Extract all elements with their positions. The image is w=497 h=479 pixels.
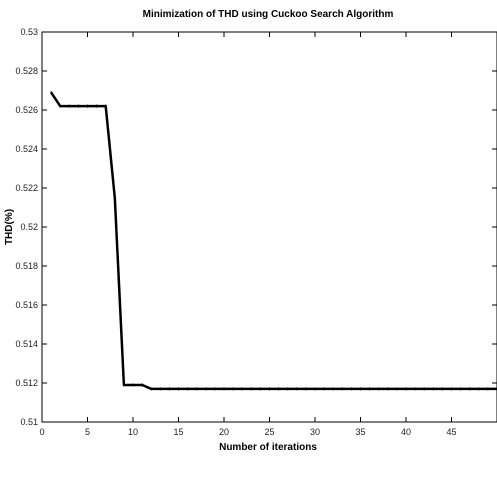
x-tick-label: 35 xyxy=(355,427,365,437)
x-tick-label: 25 xyxy=(264,427,274,437)
x-axis-label: Number of iterations xyxy=(219,442,317,453)
x-axis: 0 5 10 15 20 25 30 35 40 45 xyxy=(39,32,457,437)
x-tick-label: 30 xyxy=(310,427,320,437)
y-tick-label: 0.528 xyxy=(15,66,38,76)
x-tick-label: 0 xyxy=(39,427,44,437)
y-tick-label: 0.512 xyxy=(15,378,38,388)
y-tick-label: 0.524 xyxy=(15,144,38,154)
x-tick-label: 40 xyxy=(401,427,411,437)
x-tick-label: 20 xyxy=(219,427,229,437)
y-tick-label: 0.526 xyxy=(15,105,38,115)
y-tick-label: 0.518 xyxy=(15,261,38,271)
x-tick-label: 5 xyxy=(85,427,90,437)
y-tick-label: 0.52 xyxy=(20,222,38,232)
series-line xyxy=(50,91,497,391)
x-tick-label: 15 xyxy=(173,427,183,437)
y-tick-label: 0.514 xyxy=(15,339,38,349)
y-axis: 0.51 0.512 0.514 0.516 0.518 0.52 0.522 0.524 0.… xyxy=(15,27,497,427)
x-tick-label: 45 xyxy=(446,427,456,437)
y-axis-label: THD(%) xyxy=(4,209,15,245)
y-tick-label: 0.516 xyxy=(15,300,38,310)
y-tick-label: 0.53 xyxy=(20,27,38,37)
y-tick-label: 0.51 xyxy=(20,417,38,427)
series-layer xyxy=(50,90,497,391)
x-tick-label: 10 xyxy=(128,427,138,437)
chart-title: Minimization of THD using Cuckoo Search … xyxy=(143,9,394,20)
y-tick-label: 0.522 xyxy=(15,183,38,193)
